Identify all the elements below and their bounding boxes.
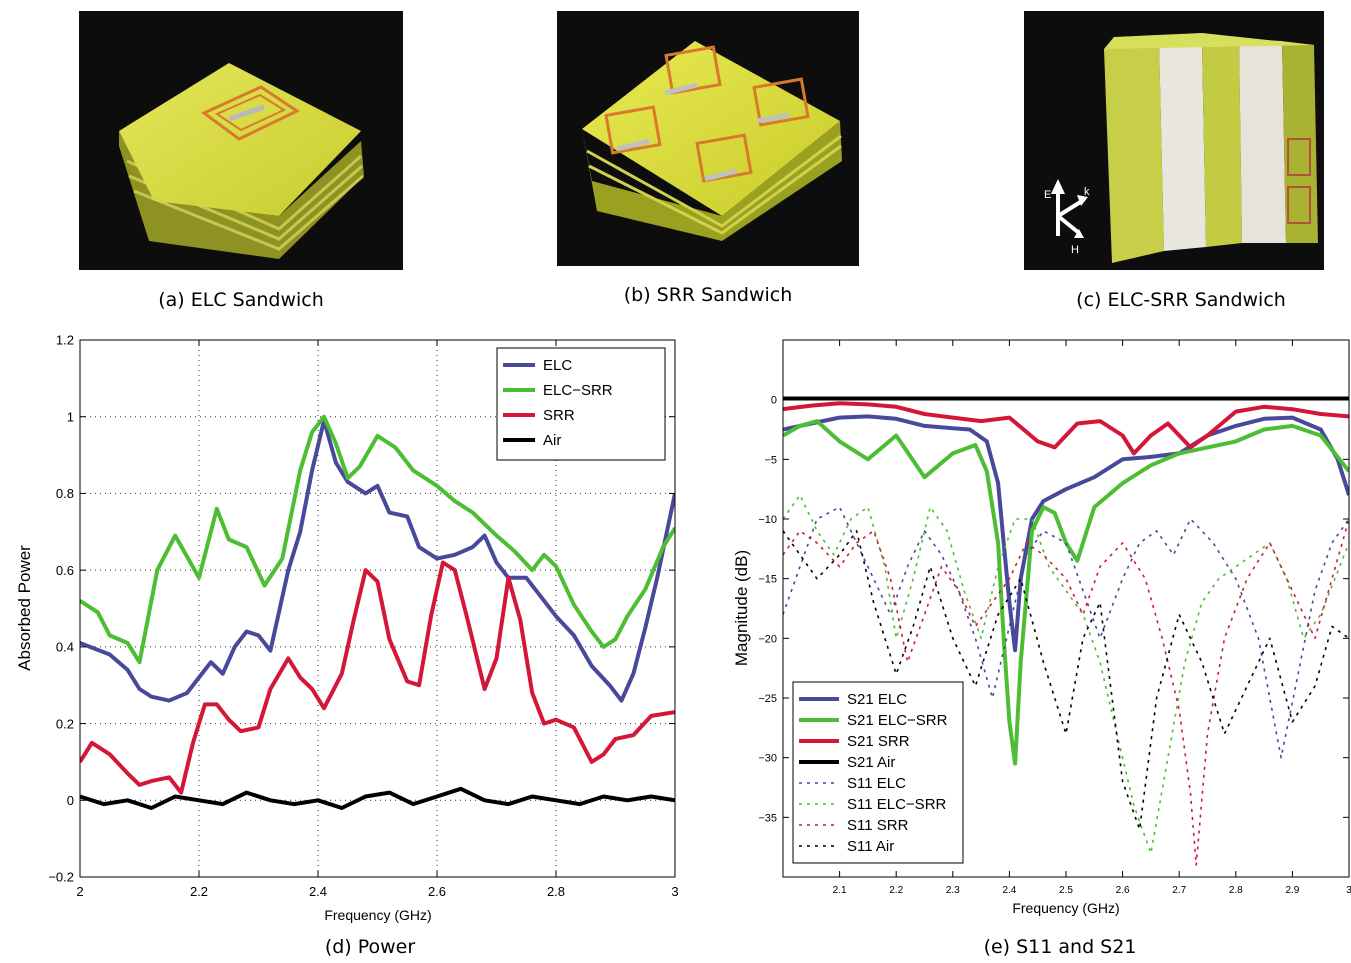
- series-group: [80, 414, 675, 810]
- x-tick-label: 3: [1346, 885, 1351, 896]
- series-line-s11-elc-srr: [783, 494, 1349, 854]
- chart-absorbed-power: 2 2.2 2.4 2.6 2.8 3 −0.2 0 0.2 0.4 0.6 0.8 1 1.2 Frequ…: [15, 333, 679, 923]
- legend-box: [792, 681, 964, 864]
- y-tick-label: −30: [758, 753, 777, 765]
- x-tick-label: 2.6: [428, 884, 446, 899]
- photo-srr-sandwich: [557, 11, 859, 266]
- y-tick-label: 0.8: [56, 486, 74, 501]
- legend-label: S21 ELC−SRR: [847, 712, 948, 729]
- series-line-s11-air: [783, 530, 1349, 831]
- x-tick-label: 2.2: [889, 885, 903, 896]
- legend-label: S21 ELC: [847, 691, 907, 708]
- y-tick-label: −15: [758, 574, 777, 586]
- photo-elc-sandwich: [79, 11, 403, 270]
- chart-s-parameters: 2.1 2.2 2.3 2.4 2.5 2.6 2.7 2.8 2.9 3 −35 −30 −25 −20…: [732, 339, 1351, 916]
- axis-label-h: H: [1071, 244, 1079, 256]
- y-tick-label: 0.2: [56, 716, 74, 731]
- axis-label-k: k: [1084, 186, 1090, 198]
- series-line-s21-elc: [783, 414, 1349, 653]
- y-tick-label: −0.2: [48, 870, 74, 885]
- y-tick-label: −35: [758, 812, 777, 824]
- x-tick-label: 2.8: [547, 884, 565, 899]
- x-axis-label: Frequency (GHz): [1012, 900, 1119, 916]
- x-tick-label: 2.4: [309, 884, 327, 899]
- series-line-srr: [80, 560, 675, 795]
- series-line-air: [80, 786, 675, 810]
- y-tick-label: −5: [764, 454, 777, 466]
- legend-label: S11 Air: [847, 838, 894, 855]
- legend: ELC ELC−SRR SRR Air: [496, 347, 666, 461]
- y-tick-label: 1.2: [56, 333, 74, 348]
- x-tick-label: 2.1: [833, 885, 847, 896]
- y-tick-label: 0: [67, 793, 74, 808]
- axis-label-e: E: [1044, 189, 1051, 201]
- legend-label: S11 SRR: [847, 817, 909, 834]
- y-tick-label: 0.4: [56, 640, 74, 655]
- caption-b: (b) SRR Sandwich: [623, 284, 793, 306]
- caption-c: (c) ELC-SRR Sandwich: [1076, 289, 1286, 311]
- caption-e: (e) S11 and S21: [983, 936, 1137, 958]
- legend-label: ELC: [543, 357, 572, 374]
- series-line-s21-elc-srr: [783, 419, 1349, 766]
- x-axis-label: Frequency (GHz): [324, 907, 431, 923]
- series-line-s21-srr: [783, 401, 1349, 456]
- plot-frame: [79, 339, 676, 878]
- y-axis-label: Absorbed Power: [15, 545, 34, 671]
- legend: S21 ELC S21 ELC−SRR S21 SRR S21 Air S11 ELC S…: [792, 681, 964, 864]
- legend-label: S21 Air: [847, 754, 895, 771]
- legend-label: Air: [543, 432, 561, 449]
- legend-label: S11 ELC: [847, 775, 906, 792]
- y-tick-label: −10: [758, 514, 777, 526]
- series-line-elc-srr: [80, 414, 675, 665]
- y-tick-label: −25: [758, 693, 777, 705]
- x-tick-label: 2.7: [1172, 885, 1186, 896]
- legend-label: ELC−SRR: [543, 382, 613, 399]
- legend-label: S21 SRR: [847, 733, 910, 750]
- x-tick-label: 2.6: [1116, 885, 1130, 896]
- x-tick-label: 3: [671, 884, 678, 899]
- series-line-elc: [80, 418, 675, 703]
- caption-d: (d) Power: [324, 936, 416, 958]
- y-tick-label: 1: [67, 409, 74, 424]
- y-axis-label: Magnitude (dB): [732, 550, 751, 666]
- legend-label: S11 ELC−SRR: [847, 796, 947, 813]
- x-tick-label: 2: [76, 884, 83, 899]
- x-tick-label: 2.9: [1285, 885, 1299, 896]
- y-tick-label: 0: [771, 395, 777, 407]
- caption-a: (a) ELC Sandwich: [158, 289, 324, 311]
- x-tick-label: 2.8: [1229, 885, 1243, 896]
- x-tick-label: 2.5: [1059, 885, 1073, 896]
- x-tick-label: 2.4: [1002, 885, 1016, 896]
- x-tick-label: 2.2: [190, 884, 208, 899]
- y-tick-label: −20: [758, 633, 777, 645]
- series-group: [783, 396, 1349, 866]
- x-tick-label: 2.3: [946, 885, 960, 896]
- legend-label: SRR: [543, 407, 575, 424]
- photo-elc-srr-sandwich: E k H: [1024, 11, 1324, 270]
- y-tick-label: 0.6: [56, 563, 74, 578]
